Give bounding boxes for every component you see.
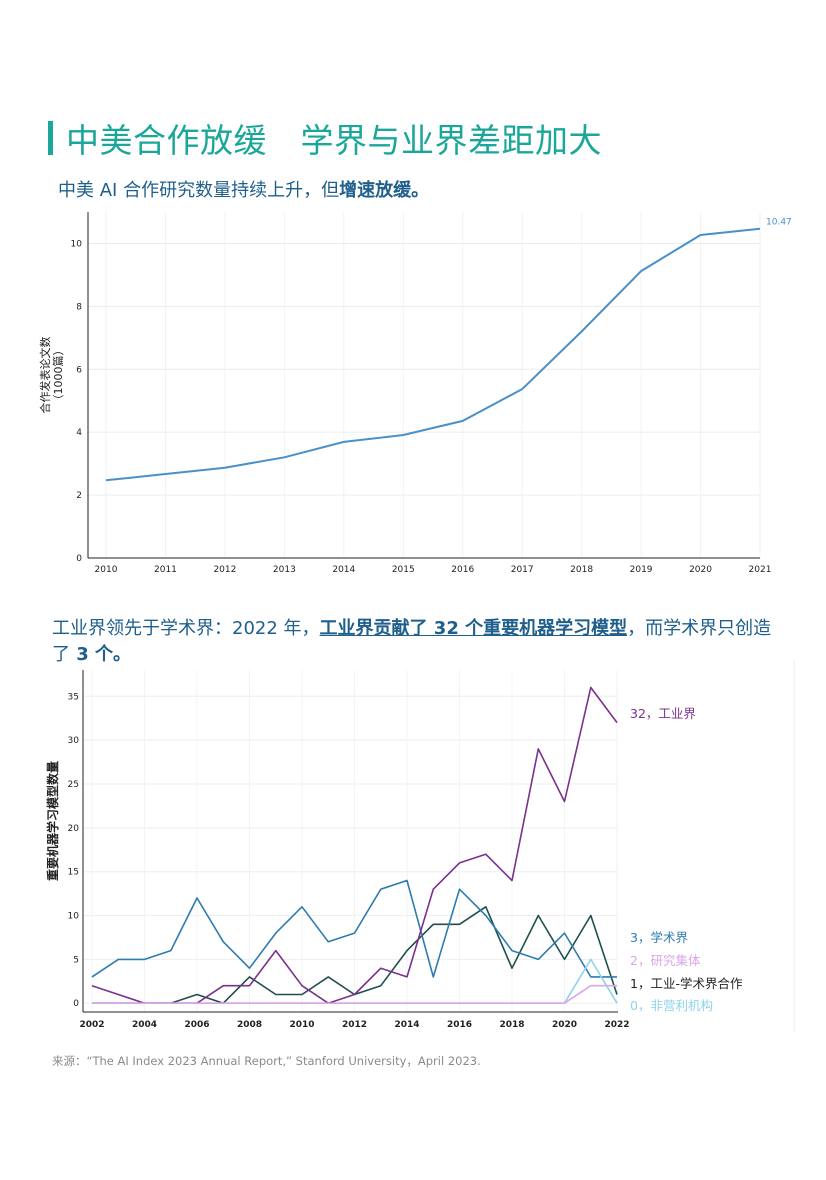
x-tick-label: 2012 [342, 1020, 367, 1030]
y-tick-label: 20 [68, 824, 80, 834]
x-tick-label: 2015 [392, 565, 415, 575]
x-tick-label: 2018 [499, 1020, 524, 1030]
x-tick-label: 2002 [79, 1020, 104, 1030]
y-tick-label: 15 [68, 868, 79, 878]
x-tick-label: 2022 [604, 1020, 629, 1030]
x-tick-label: 2006 [184, 1020, 209, 1030]
y-tick-label: 0 [76, 554, 82, 564]
data-label: 10.47 [766, 218, 792, 228]
y-tick-label: 6 [76, 365, 82, 375]
y-tick-label: 35 [68, 692, 79, 702]
y-tick-label: 8 [76, 302, 82, 312]
y-tick-label: 5 [73, 955, 79, 965]
y-axis-label-unit: （1000篇） [51, 345, 65, 406]
chart1-subtitle-text: 中美 AI 合作研究数量持续上升，但 [58, 180, 340, 201]
series-line-中美合作 [105, 227, 761, 482]
x-tick-label: 2020 [552, 1020, 577, 1030]
x-tick-label: 2021 [749, 565, 772, 575]
y-axis-label: 重要机器学习模型数量 [45, 761, 60, 881]
series-end-label: 3，学术界 [630, 930, 688, 945]
source-note: 来源：“The AI Index 2023 Annual Report,” St… [52, 1054, 481, 1068]
chart1-subtitle: 中美 AI 合作研究数量持续上升，但增速放缓。 [58, 178, 429, 204]
y-tick-label: 4 [76, 428, 82, 438]
x-tick-label: 2004 [132, 1020, 157, 1030]
y-tick-label: 2 [76, 491, 82, 501]
chart2-subtitle-bold: 工业界贡献了 32 个重要机器学习模型 [319, 618, 628, 639]
y-tick-label: 10 [68, 912, 80, 922]
x-tick-label: 2019 [630, 565, 653, 575]
series-end-label: 32，工业界 [630, 706, 696, 721]
x-tick-label: 2016 [447, 1020, 472, 1030]
chart-collab-papers: 0 2 4 6 8 10 2010 2011 2012 2013 2014 2015 2016 2017 2… [38, 212, 792, 575]
y-tick-label: 25 [68, 780, 79, 790]
x-tick-label: 2010 [95, 565, 118, 575]
y-axis-label: 合作发表论文数 [38, 337, 52, 414]
x-tick-label: 2013 [273, 565, 296, 575]
x-tick-label: 2018 [570, 565, 593, 575]
chart2-subtitle: 工业界领先于学术界：2022 年，工业界贡献了 32 个重要机器学习模型，而学术… [52, 616, 772, 668]
x-tick-label: 2014 [332, 565, 355, 575]
series-end-label: 1，工业-学术界合作 [630, 976, 743, 991]
series-end-label: 2，研究集体 [630, 953, 701, 968]
x-tick-label: 2016 [451, 565, 474, 575]
y-tick-label: 30 [68, 736, 80, 746]
x-tick-label: 2014 [394, 1020, 419, 1030]
x-tick-label: 2011 [154, 565, 177, 575]
chart2-subtitle-text-2: ，而学术界只创造了 [52, 618, 772, 665]
title-accent-bar [48, 121, 53, 155]
x-tick-label: 2010 [289, 1020, 314, 1030]
x-tick-label: 2008 [237, 1020, 262, 1030]
page-title: 中美合作放缓 学界与业界差距加大 [66, 121, 602, 160]
y-tick-label: 0 [73, 999, 79, 1009]
y-tick-label: 10 [71, 239, 83, 249]
x-tick-label: 2020 [689, 565, 712, 575]
chart2-subtitle-text: 工业界领先于学术界：2022 年， [52, 618, 320, 639]
chart-ml-models: 0 5 10 15 20 25 30 35 2002 2004 2006 2008 2010 2012 20… [45, 660, 795, 1032]
x-tick-label: 2017 [511, 565, 534, 575]
x-tick-label: 2012 [213, 565, 236, 575]
chart2-subtitle-bold-2: 3 个。 [70, 644, 132, 665]
series-end-label: 0，非营利机构 [630, 998, 713, 1013]
chart1-subtitle-bold: 增速放缓。 [339, 180, 430, 201]
